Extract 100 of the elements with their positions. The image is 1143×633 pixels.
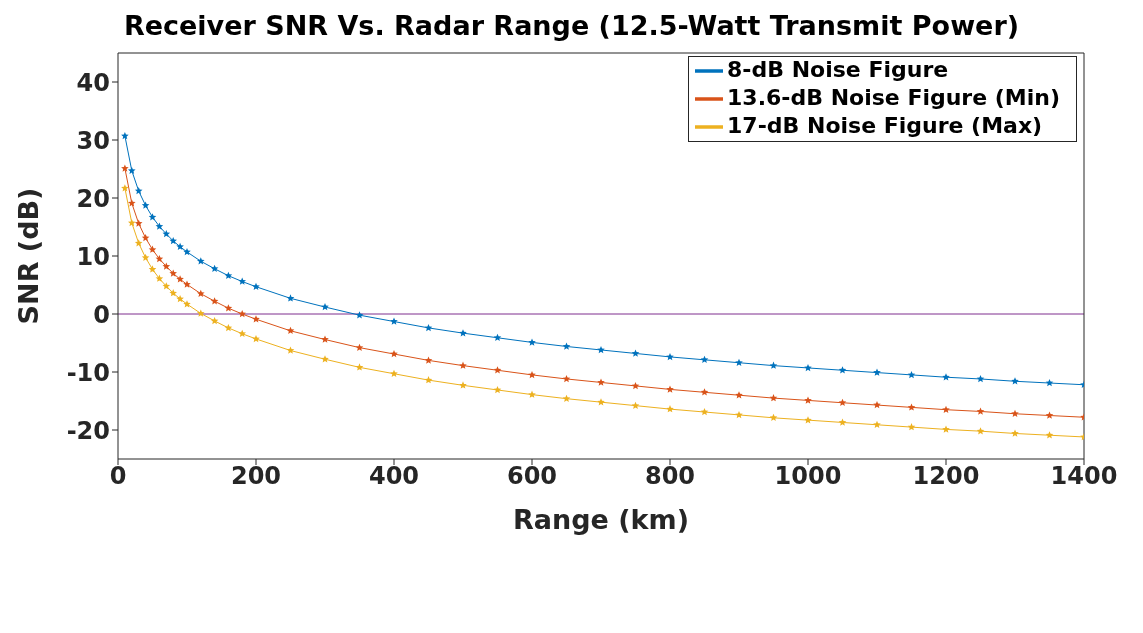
point xyxy=(252,282,260,290)
point xyxy=(493,366,502,374)
point xyxy=(121,184,129,192)
point xyxy=(148,265,157,273)
point xyxy=(838,418,847,426)
point xyxy=(238,329,246,337)
y-tick-label: 20 xyxy=(76,184,110,213)
point xyxy=(1045,411,1054,419)
point xyxy=(907,403,916,411)
point xyxy=(134,219,143,227)
point xyxy=(355,363,364,371)
point xyxy=(210,264,219,272)
point xyxy=(528,338,536,346)
point xyxy=(197,289,205,297)
point xyxy=(942,373,950,381)
y-axis-title: SNR (dB) xyxy=(12,187,44,325)
y-tick-label: -20 xyxy=(66,416,110,445)
point xyxy=(838,366,847,374)
point xyxy=(162,282,171,290)
point xyxy=(121,131,129,140)
point xyxy=(735,391,743,399)
point xyxy=(1011,377,1019,385)
point xyxy=(390,350,398,358)
point xyxy=(148,213,157,221)
point xyxy=(424,356,433,364)
point xyxy=(355,343,364,351)
point xyxy=(528,390,536,398)
x-tick-label: 400 xyxy=(368,462,420,491)
point xyxy=(769,394,778,402)
point xyxy=(224,271,233,279)
legend-label: 13.6-dB Noise Figure (Min) xyxy=(727,85,1060,110)
point xyxy=(183,247,191,256)
point xyxy=(141,201,150,209)
point xyxy=(597,378,605,386)
point xyxy=(390,317,398,325)
x-tick-label: 1000 xyxy=(774,462,842,491)
point xyxy=(141,253,150,261)
point xyxy=(134,239,143,247)
x-tick-label: 1400 xyxy=(1050,462,1118,491)
point xyxy=(976,407,985,415)
point xyxy=(141,234,150,242)
point xyxy=(197,257,205,265)
point xyxy=(286,326,295,335)
point xyxy=(155,222,164,230)
point xyxy=(169,289,177,297)
x-tick-label: 200 xyxy=(230,462,282,491)
point xyxy=(321,355,329,363)
point xyxy=(666,352,674,361)
x-tick-label: 1200 xyxy=(912,462,980,491)
point xyxy=(804,396,812,404)
point xyxy=(155,254,164,263)
point xyxy=(128,218,136,227)
y-tick-label: 30 xyxy=(76,126,110,155)
point xyxy=(873,420,881,429)
point xyxy=(321,303,329,311)
point xyxy=(700,388,709,396)
point xyxy=(493,333,502,342)
point xyxy=(355,311,364,319)
point xyxy=(459,329,467,337)
point xyxy=(528,370,536,379)
point xyxy=(804,416,812,424)
point xyxy=(210,297,219,305)
x-axis-title: Range (km) xyxy=(512,504,690,535)
legend-label: 8-dB Noise Figure xyxy=(727,57,949,82)
point xyxy=(238,277,246,285)
point xyxy=(769,413,778,422)
point xyxy=(976,427,985,435)
point xyxy=(873,368,881,376)
point xyxy=(183,300,191,308)
point xyxy=(1011,409,1019,417)
point xyxy=(562,342,571,350)
point xyxy=(459,361,467,369)
point xyxy=(169,236,177,245)
x-tick-label: 600 xyxy=(506,462,558,491)
point xyxy=(176,275,184,283)
point xyxy=(134,187,143,195)
point xyxy=(1011,429,1019,437)
point xyxy=(121,164,129,172)
point xyxy=(183,280,191,288)
point xyxy=(148,245,157,253)
point xyxy=(224,304,233,312)
point xyxy=(155,274,164,282)
y-tick-label: 40 xyxy=(76,68,110,97)
point xyxy=(176,294,184,303)
point xyxy=(804,363,812,372)
point xyxy=(252,315,260,323)
point xyxy=(1045,431,1054,439)
point xyxy=(162,262,171,270)
point xyxy=(252,334,260,343)
y-tick-label: 0 xyxy=(93,300,110,329)
point xyxy=(224,323,233,332)
point xyxy=(597,398,605,406)
point xyxy=(562,394,571,402)
point xyxy=(907,423,916,431)
point xyxy=(197,309,205,317)
legend-label: 17-dB Noise Figure (Max) xyxy=(727,113,1043,138)
point xyxy=(128,166,136,174)
point xyxy=(286,346,295,354)
point xyxy=(424,376,433,384)
point xyxy=(321,335,329,343)
